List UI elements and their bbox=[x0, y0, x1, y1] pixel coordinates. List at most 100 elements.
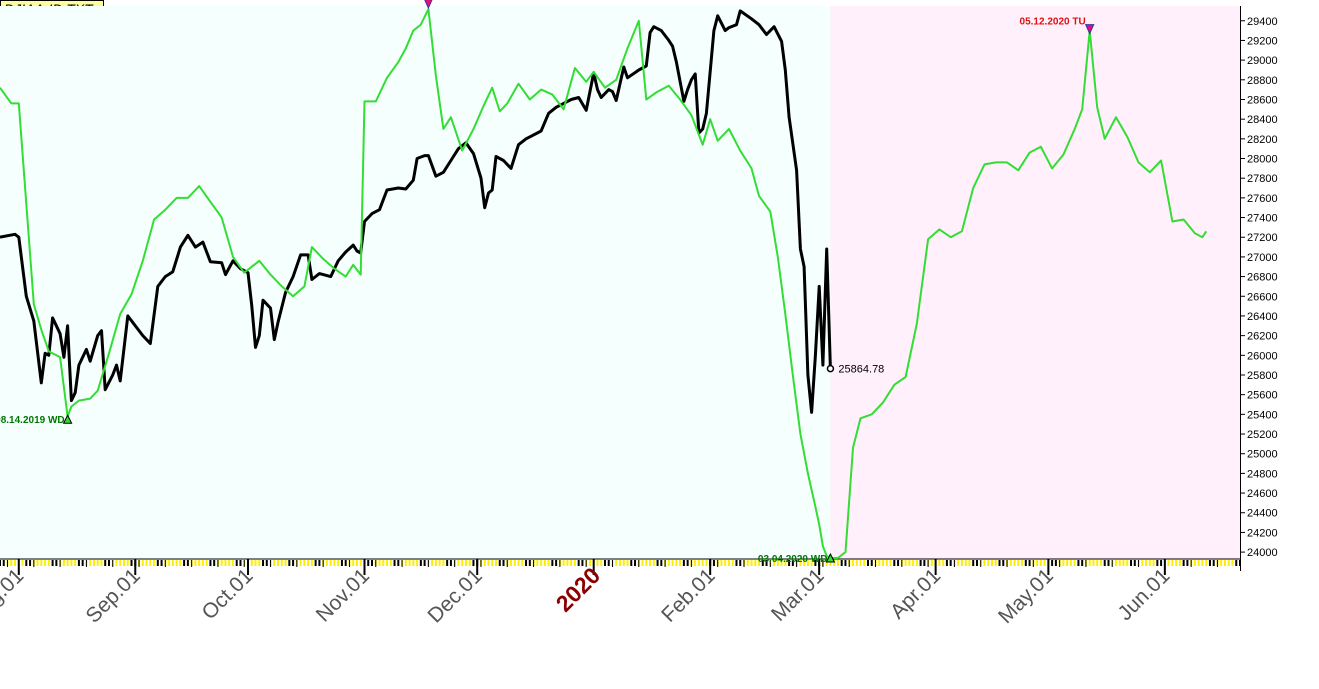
day-tick bbox=[307, 560, 310, 566]
day-tick bbox=[987, 560, 990, 566]
day-tick bbox=[29, 560, 32, 566]
day-tick bbox=[521, 560, 524, 566]
y-tick-label: 27600 bbox=[1247, 193, 1278, 205]
y-tick-label: 28400 bbox=[1247, 114, 1278, 126]
day-tick bbox=[1077, 560, 1080, 566]
day-tick bbox=[367, 560, 370, 566]
day-tick bbox=[791, 560, 794, 566]
x-month-label: Jun.01 bbox=[1114, 564, 1175, 625]
day-tick bbox=[957, 560, 960, 566]
day-tick bbox=[904, 560, 907, 566]
y-tick-label: 24400 bbox=[1247, 508, 1278, 520]
day-tick bbox=[434, 560, 437, 566]
day-tick bbox=[498, 560, 501, 566]
last-value-marker bbox=[826, 364, 835, 373]
y-tick-label: 28800 bbox=[1247, 75, 1278, 87]
day-tick bbox=[333, 560, 336, 566]
day-tick bbox=[735, 560, 738, 566]
day-tick bbox=[487, 560, 490, 566]
day-tick bbox=[1145, 560, 1148, 566]
day-tick bbox=[431, 560, 434, 566]
day-tick bbox=[1156, 560, 1159, 566]
day-tick bbox=[994, 560, 997, 566]
day-tick bbox=[359, 560, 362, 566]
day-tick bbox=[851, 560, 854, 566]
day-tick bbox=[201, 560, 204, 566]
day-tick bbox=[855, 560, 858, 566]
high-marker-icon bbox=[424, 0, 433, 10]
day-tick bbox=[570, 560, 573, 566]
y-tick-label: 24600 bbox=[1247, 488, 1278, 500]
day-tick bbox=[596, 560, 599, 566]
day-tick bbox=[378, 560, 381, 566]
day-tick bbox=[1193, 560, 1196, 566]
day-tick bbox=[209, 560, 212, 566]
day-tick bbox=[998, 560, 1001, 566]
day-tick bbox=[491, 560, 494, 566]
day-tick bbox=[945, 560, 948, 566]
day-tick bbox=[292, 560, 295, 566]
day-tick bbox=[912, 560, 915, 566]
day-tick bbox=[1103, 560, 1106, 566]
day-tick bbox=[457, 560, 460, 566]
day-tick bbox=[840, 560, 843, 566]
day-tick bbox=[355, 560, 358, 566]
day-tick bbox=[878, 560, 881, 566]
day-tick bbox=[344, 560, 347, 566]
day-tick bbox=[1069, 560, 1072, 566]
day-tick bbox=[231, 560, 234, 566]
y-tick-label: 27200 bbox=[1247, 232, 1278, 244]
day-tick bbox=[889, 560, 892, 566]
day-tick bbox=[968, 560, 971, 566]
x-month-label: Mar.01 bbox=[767, 564, 829, 626]
day-tick bbox=[284, 560, 287, 566]
y-tick-label: 25400 bbox=[1247, 409, 1278, 421]
day-tick bbox=[382, 560, 385, 566]
day-tick bbox=[183, 560, 186, 566]
day-tick bbox=[81, 560, 84, 566]
day-tick bbox=[44, 560, 47, 566]
day-tick bbox=[510, 560, 513, 566]
day-tick bbox=[600, 560, 603, 566]
day-tick bbox=[1223, 560, 1226, 566]
day-tick bbox=[70, 560, 73, 566]
day-tick bbox=[536, 560, 539, 566]
day-tick bbox=[701, 560, 704, 566]
day-tick bbox=[543, 560, 546, 566]
day-tick bbox=[107, 560, 110, 566]
day-tick bbox=[991, 560, 993, 566]
day-tick bbox=[254, 560, 257, 566]
day-tick bbox=[551, 560, 554, 566]
day-tick bbox=[96, 560, 99, 566]
day-tick bbox=[897, 560, 900, 566]
day-tick bbox=[1220, 560, 1223, 566]
day-tick bbox=[908, 560, 911, 566]
day-tick bbox=[393, 560, 396, 566]
day-tick bbox=[352, 560, 355, 566]
y-tick-label: 25800 bbox=[1247, 370, 1278, 382]
day-tick bbox=[1051, 560, 1054, 566]
day-tick bbox=[1239, 560, 1241, 566]
day-tick bbox=[404, 560, 407, 566]
day-tick bbox=[694, 560, 697, 566]
day-tick bbox=[1126, 560, 1129, 566]
day-tick bbox=[844, 560, 847, 566]
day-tick bbox=[773, 560, 776, 566]
day-tick bbox=[126, 560, 129, 566]
day-tick bbox=[277, 560, 280, 566]
day-tick bbox=[1122, 560, 1125, 566]
day-tick bbox=[36, 560, 39, 566]
day-tick bbox=[525, 560, 528, 566]
day-tick bbox=[761, 560, 764, 566]
day-tick bbox=[949, 560, 952, 566]
day-tick bbox=[784, 560, 787, 566]
day-tick bbox=[758, 560, 761, 566]
y-tick-label: 25200 bbox=[1247, 429, 1278, 441]
day-tick bbox=[836, 560, 839, 566]
x-month-label: Sep.01 bbox=[81, 564, 144, 627]
day-tick bbox=[720, 560, 723, 566]
day-tick bbox=[250, 560, 253, 566]
low-marker-icon bbox=[825, 552, 836, 563]
y-tick-label: 26400 bbox=[1247, 311, 1278, 323]
x-axis-day-ticks bbox=[0, 560, 1241, 567]
